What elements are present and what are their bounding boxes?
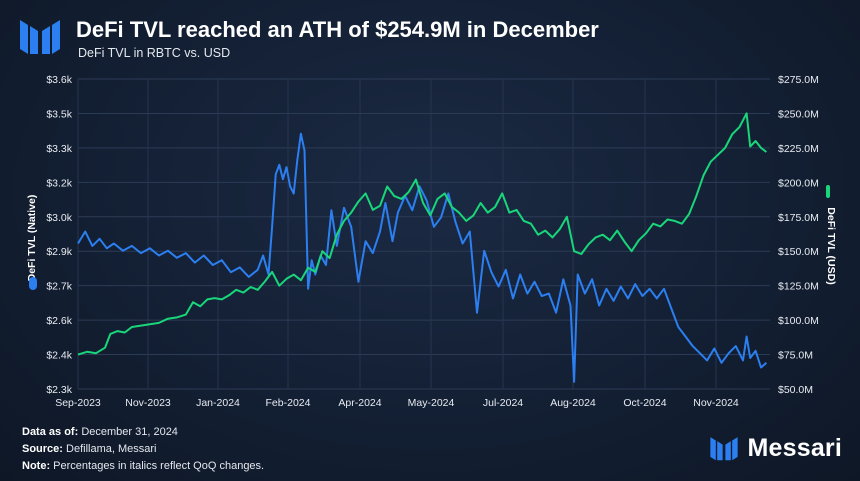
chart-grid (77, 78, 770, 390)
messari-logo-icon (18, 14, 62, 58)
y-left-tick-label: $2.9k (46, 246, 72, 258)
x-tick-label: Oct-2024 (623, 397, 666, 409)
y-right-tick-label: $100.0M (778, 315, 819, 327)
brand-name: Messari (747, 433, 842, 462)
x-tick-label: Nov-2023 (125, 397, 171, 409)
x-tick-label: Jul-2024 (483, 397, 523, 409)
y-left-tick-label: $3.0k (46, 212, 72, 224)
x-tick-label: Nov-2024 (693, 397, 739, 409)
y-left-tick-label: $2.7k (46, 281, 72, 293)
y-left-tick-label: $3.6k (46, 74, 72, 86)
chart-ticks: $2.3k $50.0M $2.4k $75.0M $2.6k $100.0M $2.7k $… (46, 74, 819, 409)
messari-brand-icon (710, 437, 739, 461)
x-tick-label: Aug-2024 (550, 397, 596, 409)
x-tick-label: Apr-2024 (338, 397, 381, 409)
footer-data-as-of: Data as of: December 31, 2024 (22, 426, 178, 438)
y-right-tick-label: $50.0M (778, 384, 813, 396)
x-tick-label: Feb-2024 (266, 397, 311, 409)
right-axis-legend-swatch (826, 185, 830, 198)
y-left-tick-label: $2.6k (46, 315, 72, 327)
footer-source: Source: Defillama, Messari (22, 443, 157, 455)
y-right-tick-label: $175.0M (778, 212, 819, 224)
y-left-tick-label: $3.3k (46, 143, 72, 155)
y-left-tick-label: $2.4k (46, 350, 72, 362)
x-tick-label: Jan-2024 (196, 397, 240, 409)
page-title: DeFi TVL reached an ATH of $254.9M in De… (76, 17, 599, 42)
y-right-tick-label: $150.0M (778, 246, 819, 258)
y-right-tick-label: $225.0M (778, 143, 819, 155)
series-line-native (77, 132, 768, 383)
left-axis-legend-swatch (29, 277, 37, 290)
y-left-tick-label: $3.5k (46, 108, 72, 120)
y-right-tick-label: $75.0M (778, 350, 813, 362)
y-right-tick-label: $275.0M (778, 74, 819, 86)
series-line-usd (77, 112, 768, 356)
x-tick-label: Sep-2023 (55, 397, 101, 409)
right-axis-label: DeFi TVL (USD) (825, 207, 837, 284)
x-tick-label: May-2024 (408, 397, 455, 409)
page-subtitle: DeFi TVL in RBTC vs. USD (78, 46, 231, 60)
y-left-tick-label: $3.2k (46, 177, 72, 189)
footer-note: Note: Percentages in italics reflect QoQ… (22, 460, 265, 472)
left-axis-label: DeFi TVL (Native) (26, 195, 38, 282)
y-left-tick-label: $2.3k (46, 384, 72, 396)
y-right-tick-label: $200.0M (778, 177, 819, 189)
y-right-tick-label: $125.0M (778, 281, 819, 293)
tvl-chart: $2.3k $50.0M $2.4k $75.0M $2.6k $100.0M $2.7k $… (26, 74, 837, 409)
brand: Messari (709, 433, 842, 463)
chart-series (77, 112, 768, 383)
y-right-tick-label: $250.0M (778, 108, 819, 120)
